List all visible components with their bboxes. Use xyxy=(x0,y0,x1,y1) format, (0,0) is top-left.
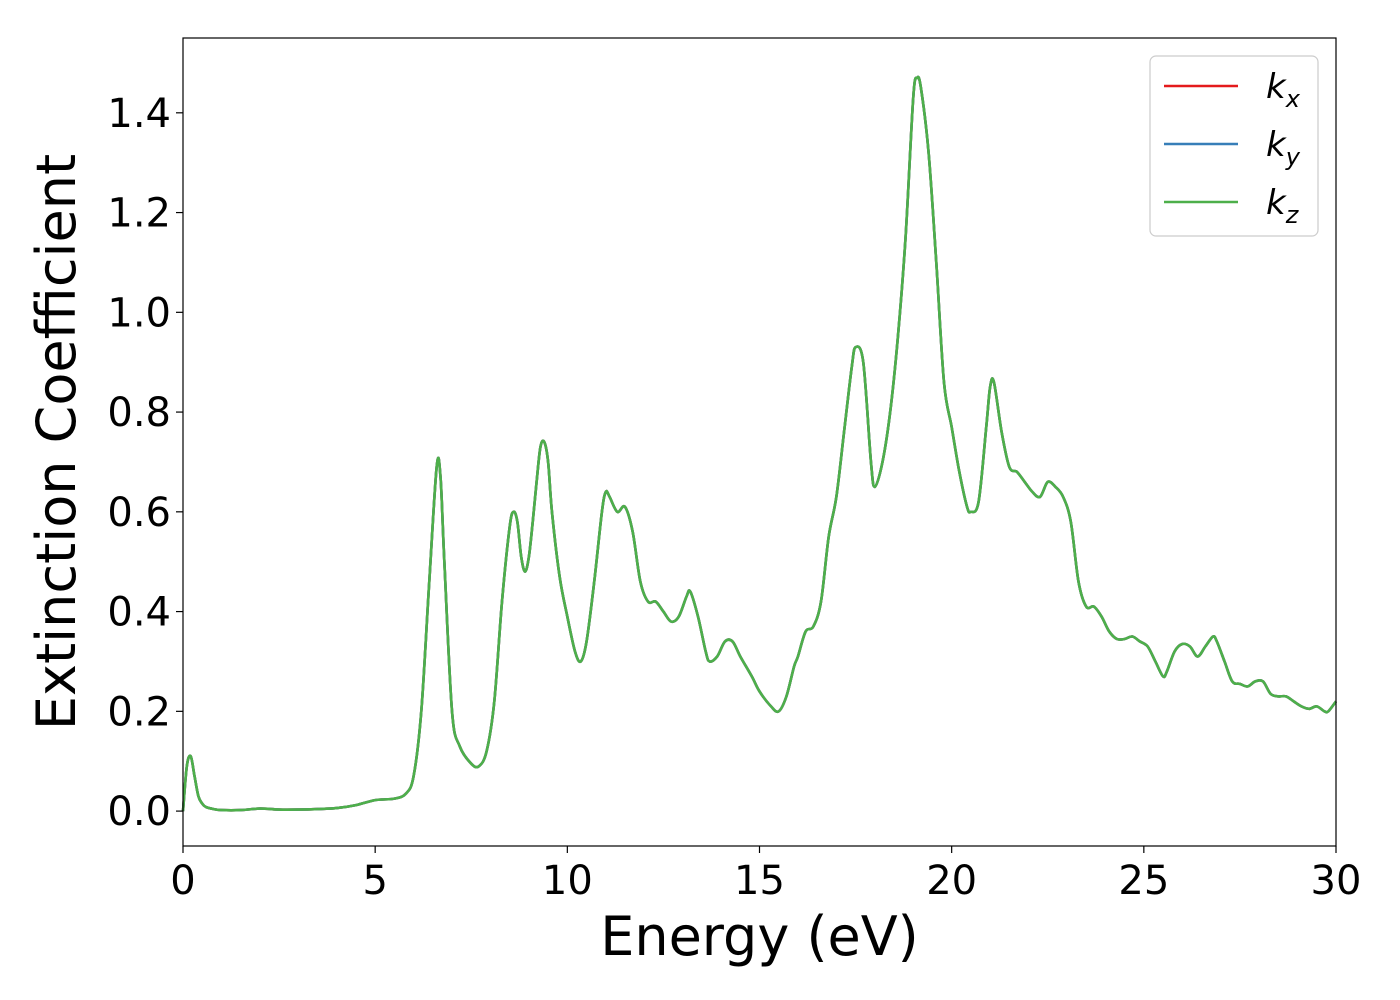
x-tick-label: 20 xyxy=(926,858,977,904)
y-tick-label: 0.4 xyxy=(107,590,171,636)
x-axis-ticks: 0 5 10 15 20 25 30 xyxy=(170,846,1361,904)
x-tick-label: 0 xyxy=(170,858,195,904)
legend-label-base: k xyxy=(1266,125,1287,165)
y-tick-label: 0.8 xyxy=(107,390,171,436)
series-line-kz xyxy=(181,75,1338,812)
legend-label-base: k xyxy=(1266,67,1287,107)
y-tick-label: 0.2 xyxy=(107,689,171,735)
x-tick-label: 25 xyxy=(1118,858,1169,904)
legend-label-ky: ky xyxy=(1266,125,1301,171)
y-axis-ticks: 0.0 0.2 0.4 0.6 0.8 1.0 1.2 1.4 xyxy=(107,91,183,835)
x-tick-label: 5 xyxy=(362,858,387,904)
legend-label-subscript: z xyxy=(1285,201,1300,229)
legend-box xyxy=(1149,55,1319,237)
x-tick-label: 15 xyxy=(734,858,785,904)
series-layer xyxy=(181,75,1338,812)
x-tick-label: 30 xyxy=(1311,858,1362,904)
x-tick-label: 10 xyxy=(542,858,593,904)
x-axis-label: Energy (eV) xyxy=(600,905,919,968)
legend-label-subscript: x xyxy=(1285,85,1301,113)
y-tick-label: 1.2 xyxy=(107,191,171,237)
legend-label-base: k xyxy=(1266,183,1287,223)
legend-label-kz: kz xyxy=(1266,183,1300,229)
legend-label-subscript: y xyxy=(1285,143,1301,171)
y-tick-label: 0.6 xyxy=(107,490,171,536)
legend-label-kx: kx xyxy=(1266,67,1301,113)
y-tick-label: 1.0 xyxy=(107,290,171,336)
y-axis-label: Extinction Coefficient xyxy=(25,154,88,730)
y-tick-label: 1.4 xyxy=(107,91,171,137)
y-tick-label: 0.0 xyxy=(107,789,171,835)
